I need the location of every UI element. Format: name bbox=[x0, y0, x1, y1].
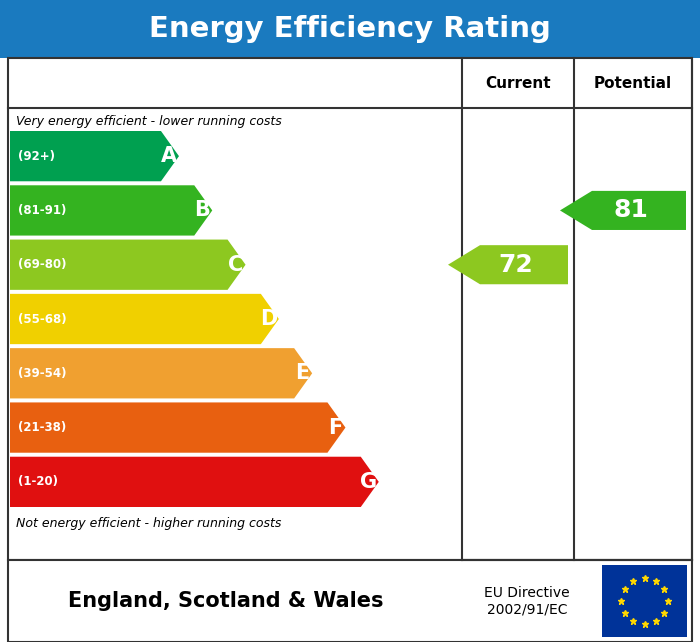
Text: F: F bbox=[328, 417, 343, 438]
Text: (69-80): (69-80) bbox=[18, 258, 66, 271]
Polygon shape bbox=[10, 239, 246, 290]
Text: (39-54): (39-54) bbox=[18, 367, 66, 380]
Text: England, Scotland & Wales: England, Scotland & Wales bbox=[68, 591, 384, 611]
Text: Very energy efficient - lower running costs: Very energy efficient - lower running co… bbox=[16, 116, 281, 128]
Polygon shape bbox=[10, 348, 312, 399]
Text: 72: 72 bbox=[498, 253, 533, 277]
Text: Not energy efficient - higher running costs: Not energy efficient - higher running co… bbox=[16, 517, 281, 530]
Bar bbox=[602, 565, 687, 637]
Polygon shape bbox=[448, 245, 568, 284]
Text: B: B bbox=[195, 200, 210, 220]
Text: E: E bbox=[295, 363, 309, 383]
Polygon shape bbox=[10, 403, 346, 453]
Text: Current: Current bbox=[485, 76, 551, 91]
Text: (92+): (92+) bbox=[18, 150, 55, 162]
Text: Potential: Potential bbox=[594, 76, 672, 91]
Bar bbox=[8, 560, 692, 642]
Bar bbox=[8, 58, 692, 560]
Text: D: D bbox=[260, 309, 278, 329]
Polygon shape bbox=[560, 191, 686, 230]
Text: G: G bbox=[360, 472, 377, 492]
Text: 81: 81 bbox=[614, 198, 648, 222]
Text: (81-91): (81-91) bbox=[18, 204, 66, 217]
Text: A: A bbox=[161, 146, 177, 166]
Bar bbox=[0, 0, 700, 58]
Polygon shape bbox=[10, 456, 379, 507]
Text: (21-38): (21-38) bbox=[18, 421, 66, 434]
Text: Energy Efficiency Rating: Energy Efficiency Rating bbox=[149, 15, 551, 43]
Polygon shape bbox=[10, 294, 279, 344]
Text: (1-20): (1-20) bbox=[18, 475, 58, 489]
Text: EU Directive
2002/91/EC: EU Directive 2002/91/EC bbox=[484, 586, 570, 616]
Polygon shape bbox=[10, 186, 212, 236]
Text: C: C bbox=[228, 255, 244, 275]
Text: (55-68): (55-68) bbox=[18, 313, 66, 325]
Polygon shape bbox=[10, 131, 179, 181]
